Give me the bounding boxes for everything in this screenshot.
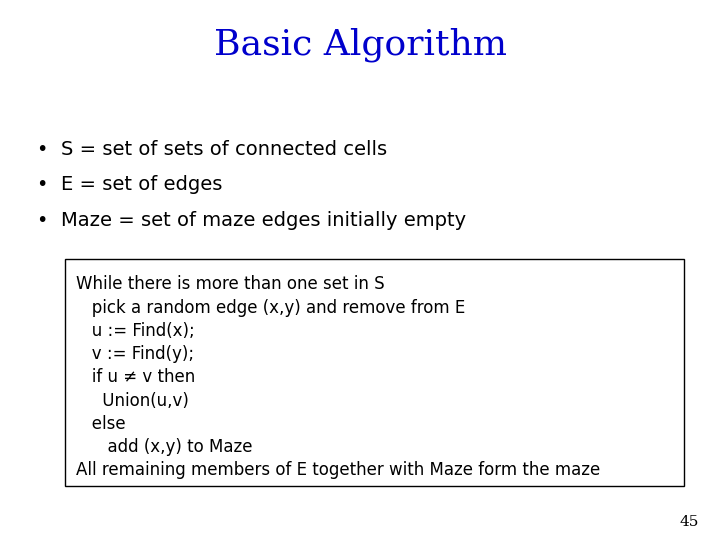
Text: •: • — [36, 176, 48, 194]
Text: E = set of edges: E = set of edges — [61, 176, 222, 194]
Text: Union(u,v): Union(u,v) — [76, 392, 189, 409]
Text: 45: 45 — [679, 515, 698, 529]
Text: •: • — [36, 211, 48, 229]
Text: add (x,y) to Maze: add (x,y) to Maze — [76, 438, 252, 456]
Text: pick a random edge (x,y) and remove from E: pick a random edge (x,y) and remove from… — [76, 299, 465, 316]
Text: else: else — [76, 415, 125, 433]
Text: S = set of sets of connected cells: S = set of sets of connected cells — [61, 140, 387, 159]
Text: v := Find(y);: v := Find(y); — [76, 345, 194, 363]
Text: Maze = set of maze edges initially empty: Maze = set of maze edges initially empty — [61, 211, 467, 229]
Text: While there is more than one set in S: While there is more than one set in S — [76, 275, 384, 293]
Text: u := Find(x);: u := Find(x); — [76, 322, 194, 340]
FancyBboxPatch shape — [65, 259, 684, 486]
Text: if u ≠ v then: if u ≠ v then — [76, 368, 195, 386]
Text: •: • — [36, 140, 48, 159]
Text: Basic Algorithm: Basic Algorithm — [214, 27, 506, 62]
Text: All remaining members of E together with Maze form the maze: All remaining members of E together with… — [76, 461, 600, 479]
